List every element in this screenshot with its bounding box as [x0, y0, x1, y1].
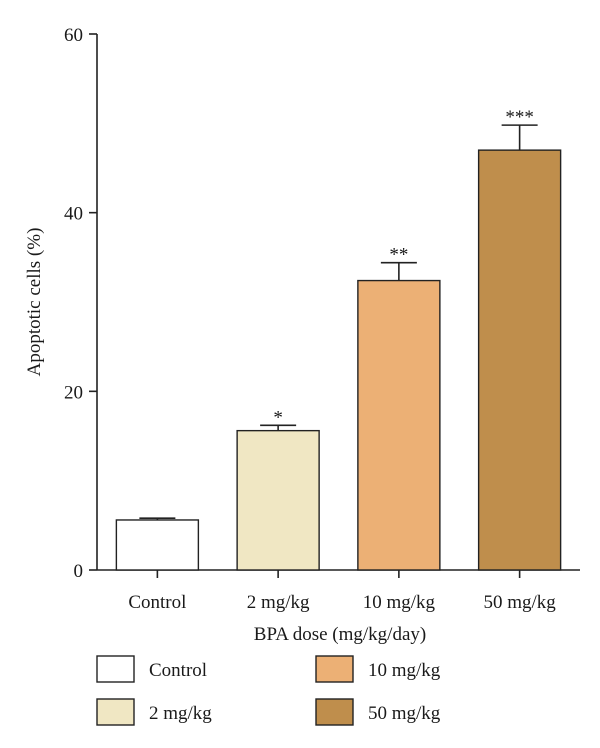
y-tick-labels: 0 20 40 60	[64, 25, 83, 582]
legend-label-3: 50 mg/kg	[368, 703, 441, 724]
y-tick-label: 60	[64, 25, 83, 46]
significance-label-1: *	[273, 407, 283, 428]
significance-label-3: ***	[505, 107, 534, 128]
legend: Control 10 mg/kg 2 mg/kg 50 mg/kg	[96, 655, 441, 726]
x-axis-title: BPA dose (mg/kg/day)	[254, 624, 426, 645]
significance-labels: ******	[273, 107, 534, 428]
significance-label-2: **	[389, 245, 408, 266]
legend-label-2: 2 mg/kg	[149, 703, 212, 724]
x-tick-label-2: 10 mg/kg	[363, 592, 436, 613]
x-tick-labels: Control 2 mg/kg 10 mg/kg 50 mg/kg	[128, 592, 556, 613]
legend-swatch-2	[96, 698, 135, 726]
legend-label-1: 10 mg/kg	[368, 660, 441, 681]
legend-swatch-0	[96, 655, 135, 683]
legend-swatch-1	[315, 655, 354, 683]
y-axis-title: Apoptotic cells (%)	[24, 228, 45, 377]
bars-group	[115, 149, 562, 571]
x-tick-label-3: 50 mg/kg	[483, 592, 556, 613]
y-tick-label: 40	[64, 204, 83, 225]
y-tick-label: 20	[64, 382, 83, 403]
bar-2	[357, 279, 441, 571]
bar-3	[477, 149, 562, 571]
legend-swatch-3	[315, 698, 354, 726]
x-tick-label-1: 2 mg/kg	[247, 592, 310, 613]
legend-label-0: Control	[149, 660, 207, 681]
error-bars-group	[139, 124, 538, 520]
bar-1	[236, 429, 320, 571]
y-tick-label: 0	[74, 561, 84, 582]
x-tick-label-0: Control	[128, 592, 186, 613]
bar-0	[115, 519, 200, 571]
